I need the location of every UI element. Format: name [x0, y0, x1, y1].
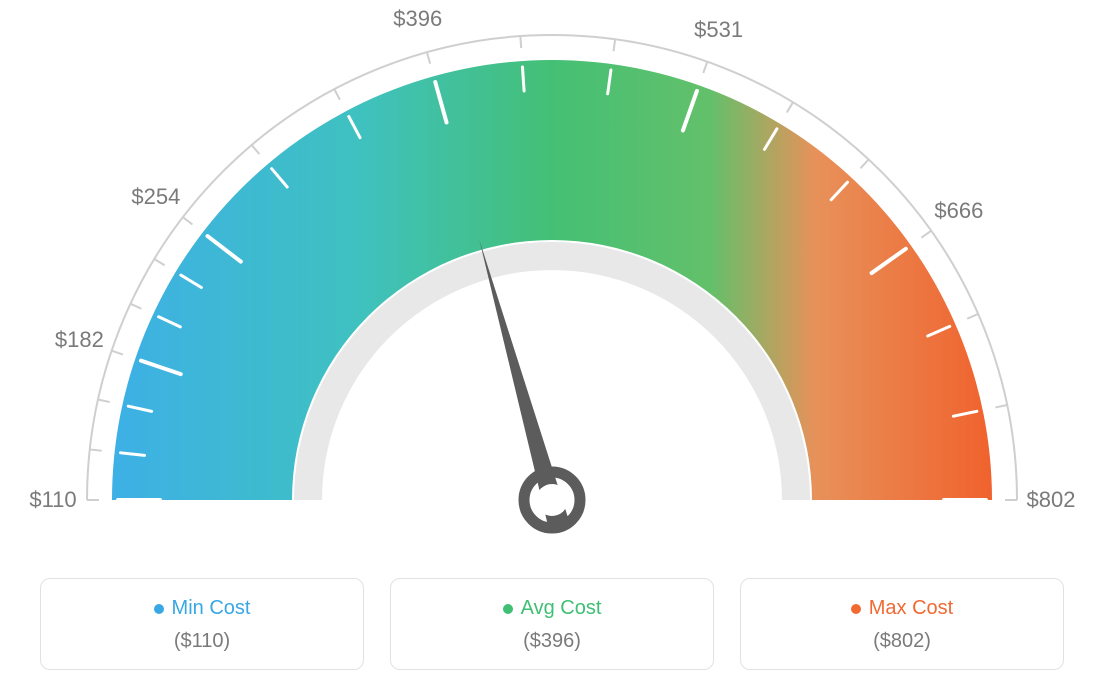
legend-value-avg: ($396)	[401, 630, 703, 653]
dot-icon	[503, 604, 513, 614]
legend-title-text: Min Cost	[172, 597, 251, 620]
gauge-tick-label: $666	[934, 198, 983, 224]
legend-card-max: Max Cost ($802)	[740, 578, 1064, 670]
gauge-tick-label: $182	[55, 327, 104, 353]
legend-value-min: ($110)	[51, 630, 353, 653]
legend-card-min: Min Cost ($110)	[40, 578, 364, 670]
gauge-svg	[0, 0, 1104, 560]
legend-title-min: Min Cost	[154, 597, 251, 620]
gauge-tick-label: $531	[694, 17, 743, 43]
legend-title-avg: Avg Cost	[503, 597, 602, 620]
dot-icon	[851, 604, 861, 614]
gauge-area: $110 $182 $254 $396 $531 $666 $802	[0, 0, 1104, 560]
gauge-tick-label: $110	[29, 487, 76, 513]
gauge-tick-label: $396	[393, 6, 442, 32]
legend-title-text: Avg Cost	[521, 597, 602, 620]
legend-row: Min Cost ($110) Avg Cost ($396) Max Cost…	[0, 578, 1104, 670]
gauge-tick-label: $254	[131, 184, 180, 210]
legend-card-avg: Avg Cost ($396)	[390, 578, 714, 670]
dot-icon	[154, 604, 164, 614]
cost-gauge-widget: $110 $182 $254 $396 $531 $666 $802 Min Cost ($…	[0, 0, 1104, 690]
legend-title-text: Max Cost	[869, 597, 953, 620]
legend-value-max: ($802)	[751, 630, 1053, 653]
legend-title-max: Max Cost	[851, 597, 953, 620]
gauge-tick-label: $802	[1027, 487, 1076, 513]
